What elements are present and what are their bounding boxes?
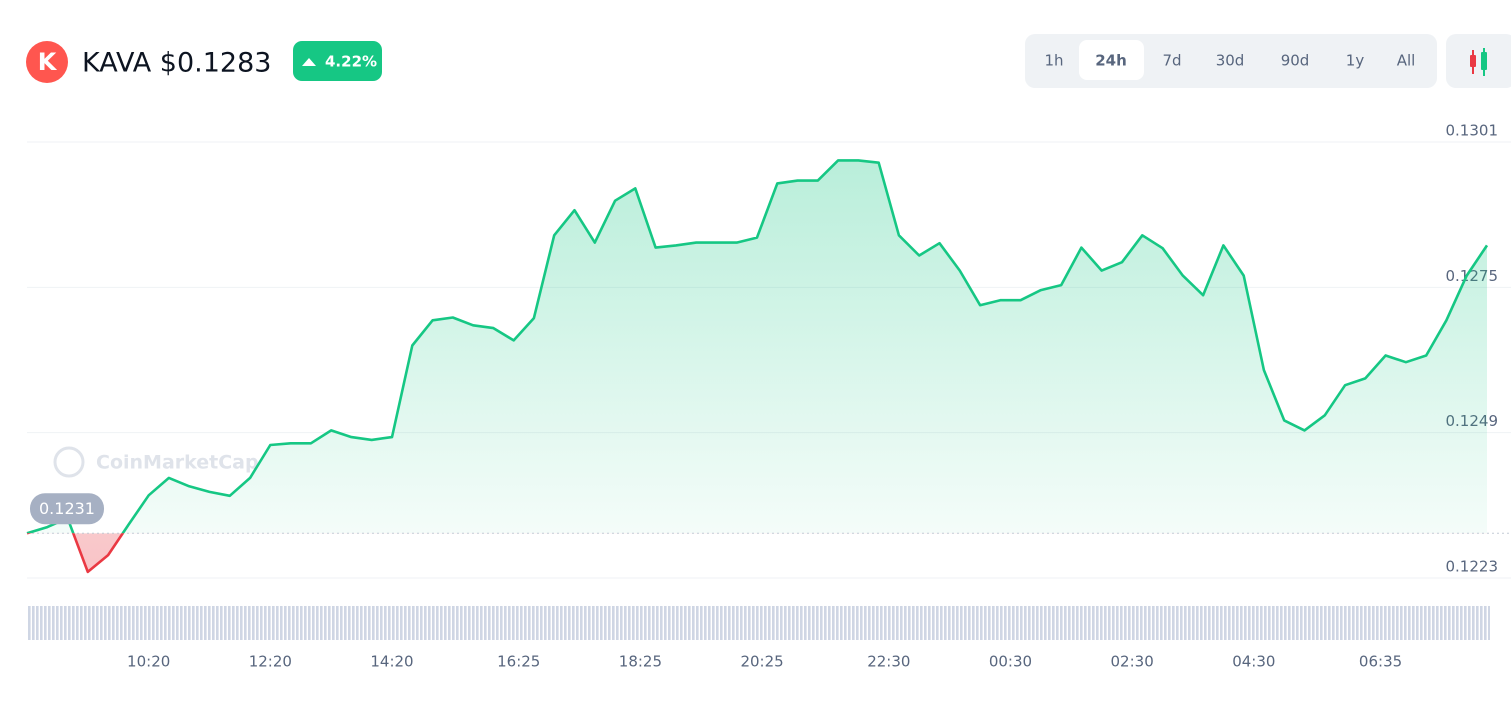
x-tick-label: 14:20 [370,653,413,671]
price-line [26,159,1489,534]
baseline-pill [30,493,104,525]
x-tick-label: 16:25 [497,653,540,671]
coin-logo [26,41,68,83]
x-tick-label: 20:25 [740,653,783,671]
logo-letter: K [38,48,58,76]
x-tick-label: 02:30 [1111,653,1154,671]
x-tick-label: 10:20 [127,653,170,671]
range-tab[interactable]: 90d [1281,52,1310,70]
candle-icon [1481,52,1487,70]
x-tick-label: 04:30 [1232,653,1275,671]
y-tick-label: 0.1301 [1446,122,1499,140]
range-tab[interactable]: All [1397,52,1416,70]
baseline-label: 0.1231 [39,499,95,518]
x-tick-label: 00:30 [989,653,1032,671]
watermark-logo [53,446,85,478]
up-arrow [302,58,316,66]
change-text: 4.22% [325,53,377,71]
area-up [27,160,1487,534]
volume-bars [27,606,1490,640]
x-tick-label: 12:20 [249,653,292,671]
range-tab[interactable]: 24h [1095,52,1127,70]
range-tab[interactable]: 7d [1162,52,1181,70]
range-tab[interactable]: 30d [1216,52,1245,70]
chart-type-button[interactable] [1446,34,1511,88]
active-tab-bg [1079,40,1144,80]
change-badge [293,41,382,81]
x-tick-label: 22:30 [867,653,910,671]
x-tick-label: 06:35 [1359,653,1402,671]
candle-icon [1470,55,1476,67]
range-tab[interactable]: 1y [1346,52,1365,70]
coin-title: KAVA $0.1283 [82,48,271,79]
range-tab[interactable]: 1h [1044,52,1063,70]
x-tick-label: 18:25 [619,653,662,671]
watermark: CoinMarketCap [96,452,259,474]
y-tick-label: 0.1223 [1446,558,1499,576]
